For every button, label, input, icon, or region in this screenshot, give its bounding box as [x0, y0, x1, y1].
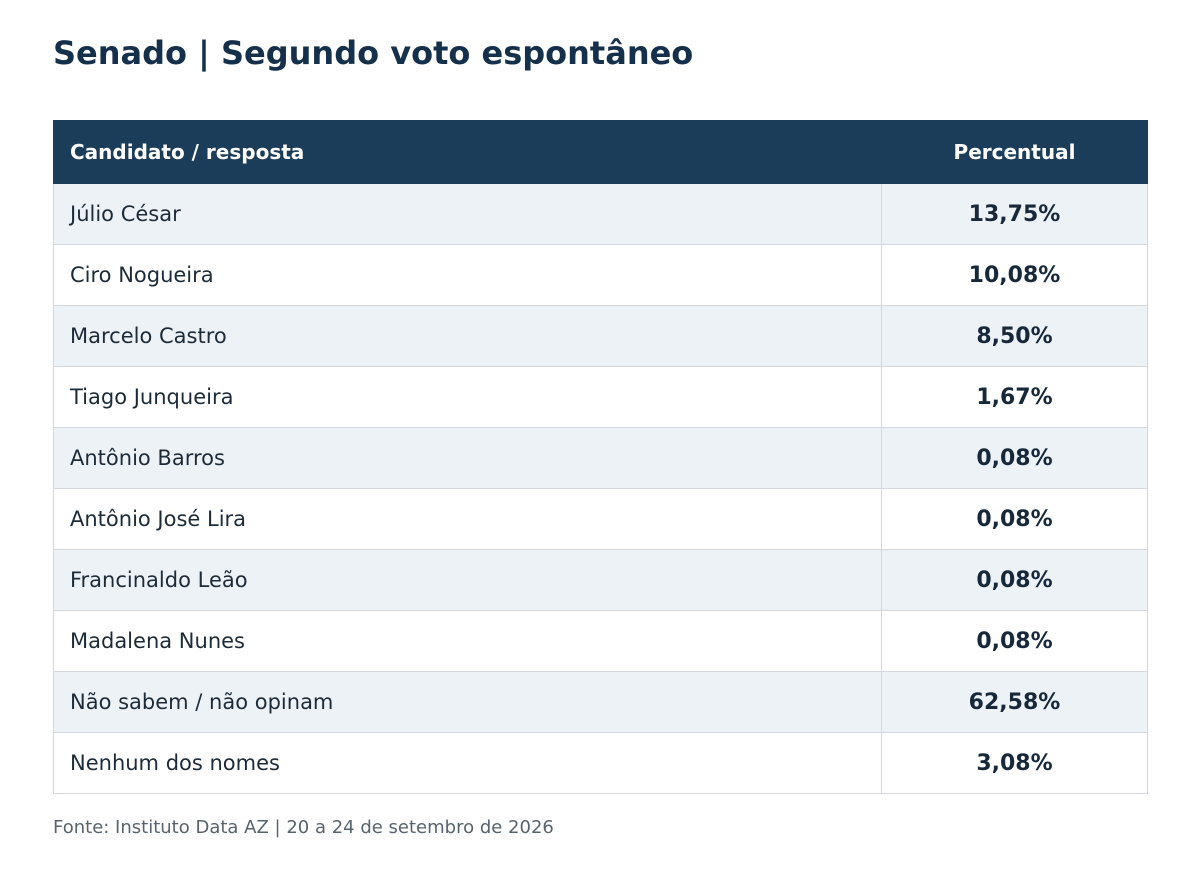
candidate-name: Antônio José Lira [53, 488, 882, 550]
candidate-name: Madalena Nunes [53, 610, 882, 672]
candidate-name: Tiago Junqueira [53, 366, 882, 428]
table-row: Marcelo Castro 8,50% [53, 305, 1148, 367]
source-note: Fonte: Instituto Data AZ | 20 a 24 de se… [53, 817, 554, 838]
percent-value: 0,08% [881, 488, 1148, 550]
percent-value: 3,08% [881, 732, 1148, 794]
table-body: Júlio César 13,75% Ciro Nogueira 10,08% Marc… [53, 183, 1148, 794]
chart-title: Senado | Segundo voto espontâneo [53, 34, 694, 72]
table-row: Antônio José Lira 0,08% [53, 488, 1148, 550]
percent-value: 0,08% [881, 610, 1148, 672]
percent-value: 0,08% [881, 427, 1148, 489]
percent-value: 0,08% [881, 549, 1148, 611]
candidate-name: Nenhum dos nomes [53, 732, 882, 794]
column-header-percent: Percentual [881, 120, 1148, 184]
table-row: Ciro Nogueira 10,08% [53, 244, 1148, 306]
candidate-name: Ciro Nogueira [53, 244, 882, 306]
table-row: Madalena Nunes 0,08% [53, 610, 1148, 672]
percent-value: 1,67% [881, 366, 1148, 428]
candidate-name: Marcelo Castro [53, 305, 882, 367]
percent-value: 8,50% [881, 305, 1148, 367]
table-row: Tiago Junqueira 1,67% [53, 366, 1148, 428]
table-row: Antônio Barros 0,08% [53, 427, 1148, 489]
table-header-row: Candidato / resposta Percentual [53, 120, 1148, 184]
candidate-name: Não sabem / não opinam [53, 671, 882, 733]
table-row: Não sabem / não opinam 62,58% [53, 671, 1148, 733]
candidate-name: Antônio Barros [53, 427, 882, 489]
candidate-name: Júlio César [53, 183, 882, 245]
table-row: Júlio César 13,75% [53, 183, 1148, 245]
column-header-candidate: Candidato / resposta [53, 120, 882, 184]
percent-value: 62,58% [881, 671, 1148, 733]
table-row: Francinaldo Leão 0,08% [53, 549, 1148, 611]
candidate-name: Francinaldo Leão [53, 549, 882, 611]
table-row: Nenhum dos nomes 3,08% [53, 732, 1148, 794]
percent-value: 10,08% [881, 244, 1148, 306]
results-table: Candidato / resposta Percentual Júlio Cé… [53, 120, 1148, 794]
percent-value: 13,75% [881, 183, 1148, 245]
